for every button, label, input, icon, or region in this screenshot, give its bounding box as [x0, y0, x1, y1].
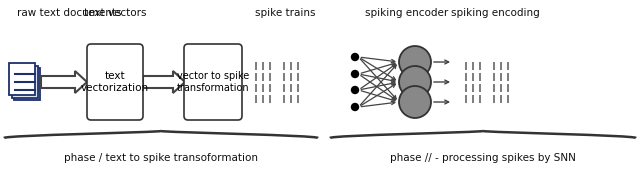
- FancyBboxPatch shape: [12, 66, 38, 98]
- Text: spiking encoding: spiking encoding: [451, 8, 540, 18]
- Text: vector to spike
transformation: vector to spike transformation: [177, 71, 250, 93]
- FancyBboxPatch shape: [184, 44, 242, 120]
- Circle shape: [399, 66, 431, 98]
- Circle shape: [351, 86, 358, 93]
- Polygon shape: [41, 71, 87, 93]
- Text: spike trains: spike trains: [255, 8, 316, 18]
- Text: spiking encoder: spiking encoder: [365, 8, 449, 18]
- Circle shape: [399, 86, 431, 118]
- Text: text
vectorization: text vectorization: [81, 71, 149, 93]
- Text: text vectors: text vectors: [84, 8, 147, 18]
- FancyBboxPatch shape: [9, 63, 35, 95]
- Circle shape: [351, 70, 358, 77]
- Text: phase / text to spike transoformation: phase / text to spike transoformation: [64, 153, 258, 163]
- Polygon shape: [143, 71, 185, 93]
- Text: phase // - processing spikes by SNN: phase // - processing spikes by SNN: [390, 153, 576, 163]
- Circle shape: [351, 54, 358, 61]
- FancyBboxPatch shape: [87, 44, 143, 120]
- Text: raw text documents: raw text documents: [17, 8, 122, 18]
- Circle shape: [351, 104, 358, 111]
- Circle shape: [399, 46, 431, 78]
- FancyBboxPatch shape: [14, 68, 40, 100]
